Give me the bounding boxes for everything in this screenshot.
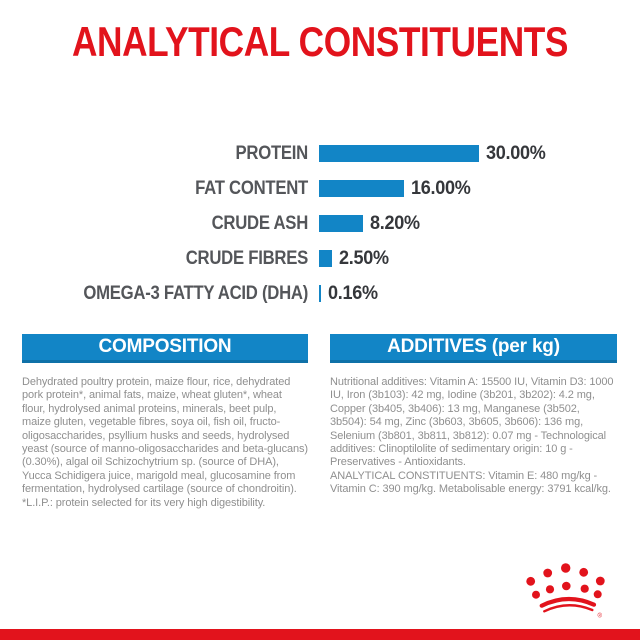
chart-category-label: PROTEIN — [235, 142, 309, 164]
crown-arc-lower — [543, 604, 594, 613]
additives-body: Nutritional additives: Vitamin A: 15500 … — [330, 376, 617, 497]
composition-text: Dehydrated poultry protein, maize flour,… — [22, 376, 308, 496]
chart-value-label: 0.16% — [327, 282, 378, 304]
chart-value-label: 8.20% — [369, 212, 420, 234]
chart-bar — [319, 215, 363, 232]
chart-value-label: 16.00% — [411, 177, 471, 199]
chart-category-label: OMEGA-3 FATTY ACID (DHA) — [83, 282, 308, 304]
chart-bar — [319, 145, 479, 162]
chart-row: CRUDE FIBRES 2.50% — [0, 241, 640, 276]
composition-header: COMPOSITION — [22, 334, 308, 363]
chart-row: OMEGA-3 FATTY ACID (DHA) 0.16% — [0, 276, 640, 311]
additives-text: Nutritional additives: Vitamin A: 15500 … — [330, 376, 614, 469]
chart-row: FAT CONTENT 16.00% — [0, 171, 640, 206]
chart-category-label: CRUDE FIBRES — [185, 247, 309, 269]
chart-value-label: 30.00% — [485, 142, 546, 164]
crown-dots — [526, 563, 605, 599]
additives-analytical-text: ANALYTICAL CONSTITUENTS: Vitamin E: 480 … — [330, 469, 611, 496]
chart-bar — [319, 285, 321, 302]
royal-canin-crown-logo: ® — [526, 563, 605, 620]
composition-footnote: *L.I.P.: protein selected for its very h… — [22, 496, 266, 509]
crown-arc-upper — [539, 596, 597, 608]
chart-bar — [319, 180, 405, 197]
chart-bar — [319, 250, 333, 267]
composition-body: Dehydrated poultry protein, maize flour,… — [22, 376, 308, 510]
page-title: ANALYTICAL CONSTITUENTS — [71, 18, 569, 65]
chart-row: CRUDE ASH 8.20% — [0, 206, 640, 241]
additives-header: ADDITIVES (per kg) — [330, 334, 617, 363]
additives-section: ADDITIVES (per kg) Nutritional additives… — [330, 334, 617, 497]
chart-category-label: FAT CONTENT — [195, 177, 308, 199]
chart: PROTEIN 30.00% FAT CONTENT 16.00% CRUDE ASH 8… — [0, 136, 640, 311]
registered-mark: ® — [598, 613, 603, 620]
chart-row: PROTEIN 30.00% — [0, 136, 640, 171]
composition-section: COMPOSITION Dehydrated poultry protein, … — [22, 334, 308, 510]
chart-value-label: 2.50% — [339, 247, 390, 269]
bottom-red-strip — [0, 629, 640, 640]
chart-category-label: CRUDE ASH — [211, 212, 309, 234]
